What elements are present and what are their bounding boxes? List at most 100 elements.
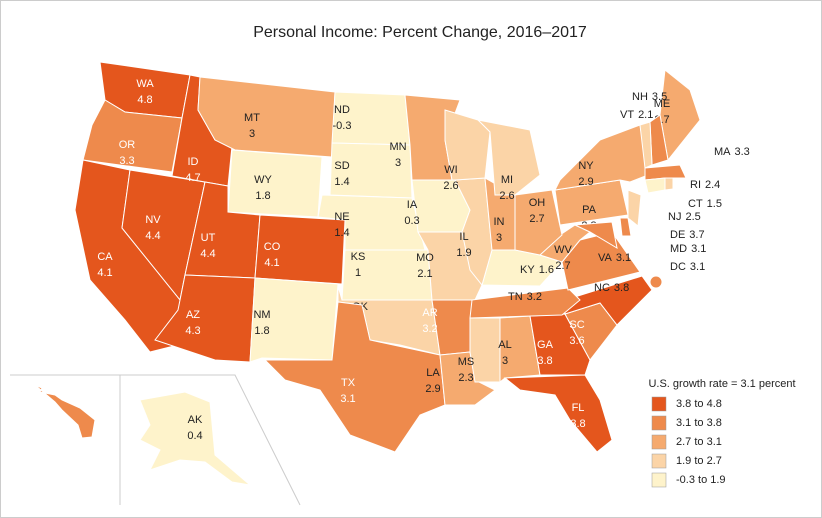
state-name: AR [422,307,437,319]
state-shape [639,121,653,169]
state-name: WV [554,244,572,256]
state-label: MN 3 [389,141,406,169]
state-value: 0.4 [187,430,202,442]
state-name: VT [620,109,634,121]
state-label: NJ 2.5 [668,211,701,223]
state-name: NM [253,309,270,321]
state-label: MT 3 [244,112,260,140]
state-value: 3 [395,157,401,169]
state-name: ID [188,156,199,168]
state-value: 3.1 [340,393,355,405]
state-shape [644,164,687,181]
state-name: GA [537,339,554,351]
state-value: 1.4 [334,227,349,239]
state-name: TN [508,291,523,303]
state-shape [644,177,666,194]
state-label: DC 3.1 [670,261,705,273]
state-label: AK 0.4 [187,414,203,442]
state-label: AZ 4.3 [185,309,200,337]
state-value: 3.3 [735,146,750,158]
state-label: AL 3 [498,339,511,367]
state-value: -0.3 [333,120,352,132]
state-label: WA 4.8 [136,78,154,106]
state-shape [34,384,96,439]
state-label: HI 3.1 [37,414,52,442]
state-label: NH 3.5 [632,91,667,103]
legend-label: 1.9 to 2.7 [676,455,722,467]
state-label: IN 3 [494,216,505,244]
state-value: 4.4 [145,230,160,242]
state-label: RI 2.4 [690,179,720,191]
state-label: NE 1.4 [334,211,349,239]
legend-label: -0.3 to 1.9 [676,474,726,486]
state-name: SD [334,160,349,172]
state-name: RI [690,179,701,191]
state-name: KY [520,264,535,276]
state-name: MT [244,112,260,124]
state-value: 1.8 [254,325,269,337]
state-name: MO [416,252,434,264]
state-label: ID 4.7 [185,156,200,184]
state-value: 4.1 [97,267,112,279]
state-name: IN [494,216,505,228]
state-name: MI [501,174,513,186]
legend-swatch [651,396,667,412]
state-value: 3.8 [537,355,552,367]
state-name: MD [670,243,687,255]
state-name: NH [632,91,648,103]
state-label: CT 1.5 [688,198,722,210]
state-value: 2.9 [578,176,593,188]
state-name: KS [351,251,366,263]
state-label: NM 1.8 [253,309,270,337]
state-name: TX [341,377,356,389]
state-label: LA 2.9 [425,367,440,395]
legend-swatch [651,472,667,488]
state-label: TN 3.2 [508,291,542,303]
state-value: 3.5 [652,91,667,103]
state-label: MD 3.1 [670,243,706,255]
state-value: 1.9 [456,247,471,259]
state-name: DE [670,229,685,241]
state-label: MI 2.6 [499,174,514,202]
state-name: WY [254,174,272,186]
state-shape [139,391,252,486]
state-label: SC 3.6 [569,319,584,347]
state-value: 2.3 [458,372,473,384]
state-value: 2.5 [685,211,700,223]
state-value: 3.1 [691,243,706,255]
state-label: DE 3.7 [670,229,705,241]
state-value: 1.8 [255,190,270,202]
state-label: VT 2.1 [620,109,653,121]
state-name: NE [334,211,349,223]
state-value: 1.5 [707,198,722,210]
state-value: 4.3 [185,325,200,337]
state-value: 3.3 [119,155,134,167]
state-value: 3.8 [570,418,585,430]
state-shape [649,275,663,289]
map-title: Personal Income: Percent Change, 2016–20… [253,24,587,41]
note: U.S. growth rate = 3.1 percent [648,378,795,390]
state-name: CO [264,241,281,253]
state-name: FL [572,402,585,414]
state-name: CT [688,198,703,210]
state-label: FL 3.8 [570,402,585,430]
state-label: IL 1.9 [456,231,471,259]
state-name: MN [389,141,406,153]
state-shape [469,287,581,319]
state-label: MA 3.3 [714,146,750,158]
state-value: 4.7 [185,172,200,184]
state-label: NC 3.8 [594,282,629,294]
state-name: OR [119,139,136,151]
state-name: AZ [186,309,200,321]
state-value: 3.7 [689,229,704,241]
state-name: WI [444,164,457,176]
state-value: 1 [355,267,361,279]
state-shape [227,149,323,218]
state-value: 3.8 [614,282,629,294]
state-label: WV 2.7 [554,244,572,272]
legend-swatch [651,453,667,469]
state-label: ND -0.3 [333,104,352,132]
state-shape [82,99,183,173]
state-label: TX 3.1 [340,377,355,405]
state-label: CO 4.1 [264,241,281,269]
